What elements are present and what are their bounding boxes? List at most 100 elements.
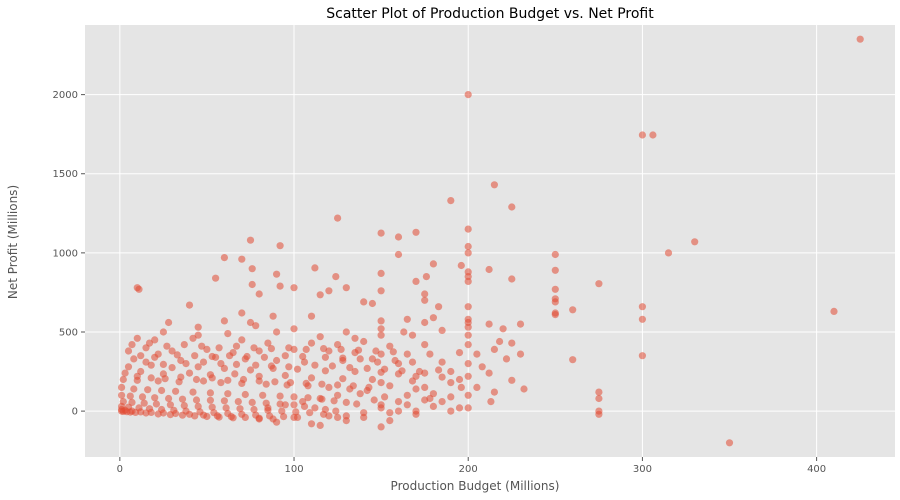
data-point <box>248 280 256 289</box>
data-point <box>248 398 256 406</box>
data-point <box>130 385 138 393</box>
data-point <box>422 273 430 281</box>
data-point <box>490 345 498 353</box>
data-point <box>145 339 154 347</box>
data-point <box>455 404 464 412</box>
data-point <box>161 375 169 383</box>
data-point <box>457 261 465 270</box>
data-point <box>199 377 208 385</box>
data-point <box>177 356 185 365</box>
data-point <box>377 317 385 325</box>
x-tick-label: 200 <box>459 464 478 475</box>
data-point <box>147 374 155 382</box>
data-point <box>377 287 385 295</box>
data-point <box>330 397 338 405</box>
data-point <box>332 273 340 281</box>
data-point <box>394 233 403 241</box>
data-point <box>325 287 333 295</box>
data-point <box>520 385 528 393</box>
data-point <box>267 362 275 370</box>
y-tick-label: 2000 <box>53 90 78 101</box>
data-point <box>246 318 255 327</box>
data-point <box>377 350 385 358</box>
data-point <box>377 401 385 409</box>
data-point <box>250 405 258 414</box>
data-point <box>246 366 255 374</box>
data-point <box>691 238 699 246</box>
data-point <box>374 358 382 366</box>
data-point <box>185 369 194 377</box>
data-point <box>464 323 472 331</box>
data-point <box>496 337 504 346</box>
data-point <box>269 312 277 320</box>
data-point <box>595 394 603 403</box>
data-point <box>226 352 234 360</box>
data-point <box>551 285 559 293</box>
data-point <box>273 270 281 278</box>
data-point <box>316 421 324 429</box>
data-point <box>154 410 162 418</box>
data-point <box>215 344 223 352</box>
data-point <box>354 346 363 354</box>
data-point <box>429 260 437 268</box>
data-point <box>238 336 246 344</box>
data-point <box>391 356 399 365</box>
data-point <box>191 412 199 420</box>
data-point <box>421 341 429 349</box>
data-point <box>177 373 185 381</box>
data-point <box>232 360 241 368</box>
data-point <box>293 413 302 421</box>
data-point <box>464 391 472 399</box>
data-point <box>386 342 394 350</box>
data-point <box>342 417 350 425</box>
data-point <box>290 325 298 333</box>
data-point <box>248 265 256 273</box>
data-point <box>133 372 141 380</box>
data-point <box>464 277 472 285</box>
data-point <box>172 387 180 395</box>
data-point <box>135 285 143 293</box>
data-point <box>124 363 133 371</box>
data-point <box>346 364 354 372</box>
data-point <box>203 412 211 421</box>
data-point <box>320 345 328 353</box>
data-point <box>368 299 376 308</box>
y-tick-label: 500 <box>59 327 78 338</box>
data-point <box>438 398 446 406</box>
data-point <box>262 399 270 407</box>
data-point <box>638 131 647 139</box>
data-point <box>302 345 310 353</box>
data-point <box>464 360 472 368</box>
data-point <box>131 408 140 416</box>
data-point <box>126 392 134 400</box>
data-point <box>299 352 307 361</box>
data-point <box>220 317 228 325</box>
data-point <box>276 282 284 290</box>
data-point <box>377 229 385 237</box>
data-point <box>342 284 350 292</box>
data-point <box>286 379 295 387</box>
data-point <box>426 394 434 403</box>
data-point <box>325 383 333 391</box>
data-point <box>638 303 647 311</box>
data-point <box>180 341 188 349</box>
data-point <box>386 382 394 390</box>
data-point <box>238 309 246 317</box>
x-tick-label: 400 <box>807 464 826 475</box>
data-point <box>290 284 298 292</box>
data-point <box>241 413 249 421</box>
data-point <box>386 417 394 425</box>
data-point <box>124 347 133 355</box>
data-point <box>316 291 324 299</box>
data-point <box>276 242 284 250</box>
data-point <box>508 203 516 211</box>
y-tick-label: 1000 <box>53 248 78 259</box>
data-point <box>302 379 310 387</box>
plot-area <box>85 25 895 457</box>
data-point <box>292 408 300 416</box>
data-point <box>229 414 237 422</box>
data-point <box>502 355 511 363</box>
data-point <box>830 307 838 315</box>
data-point <box>408 331 417 339</box>
data-point <box>464 303 472 311</box>
